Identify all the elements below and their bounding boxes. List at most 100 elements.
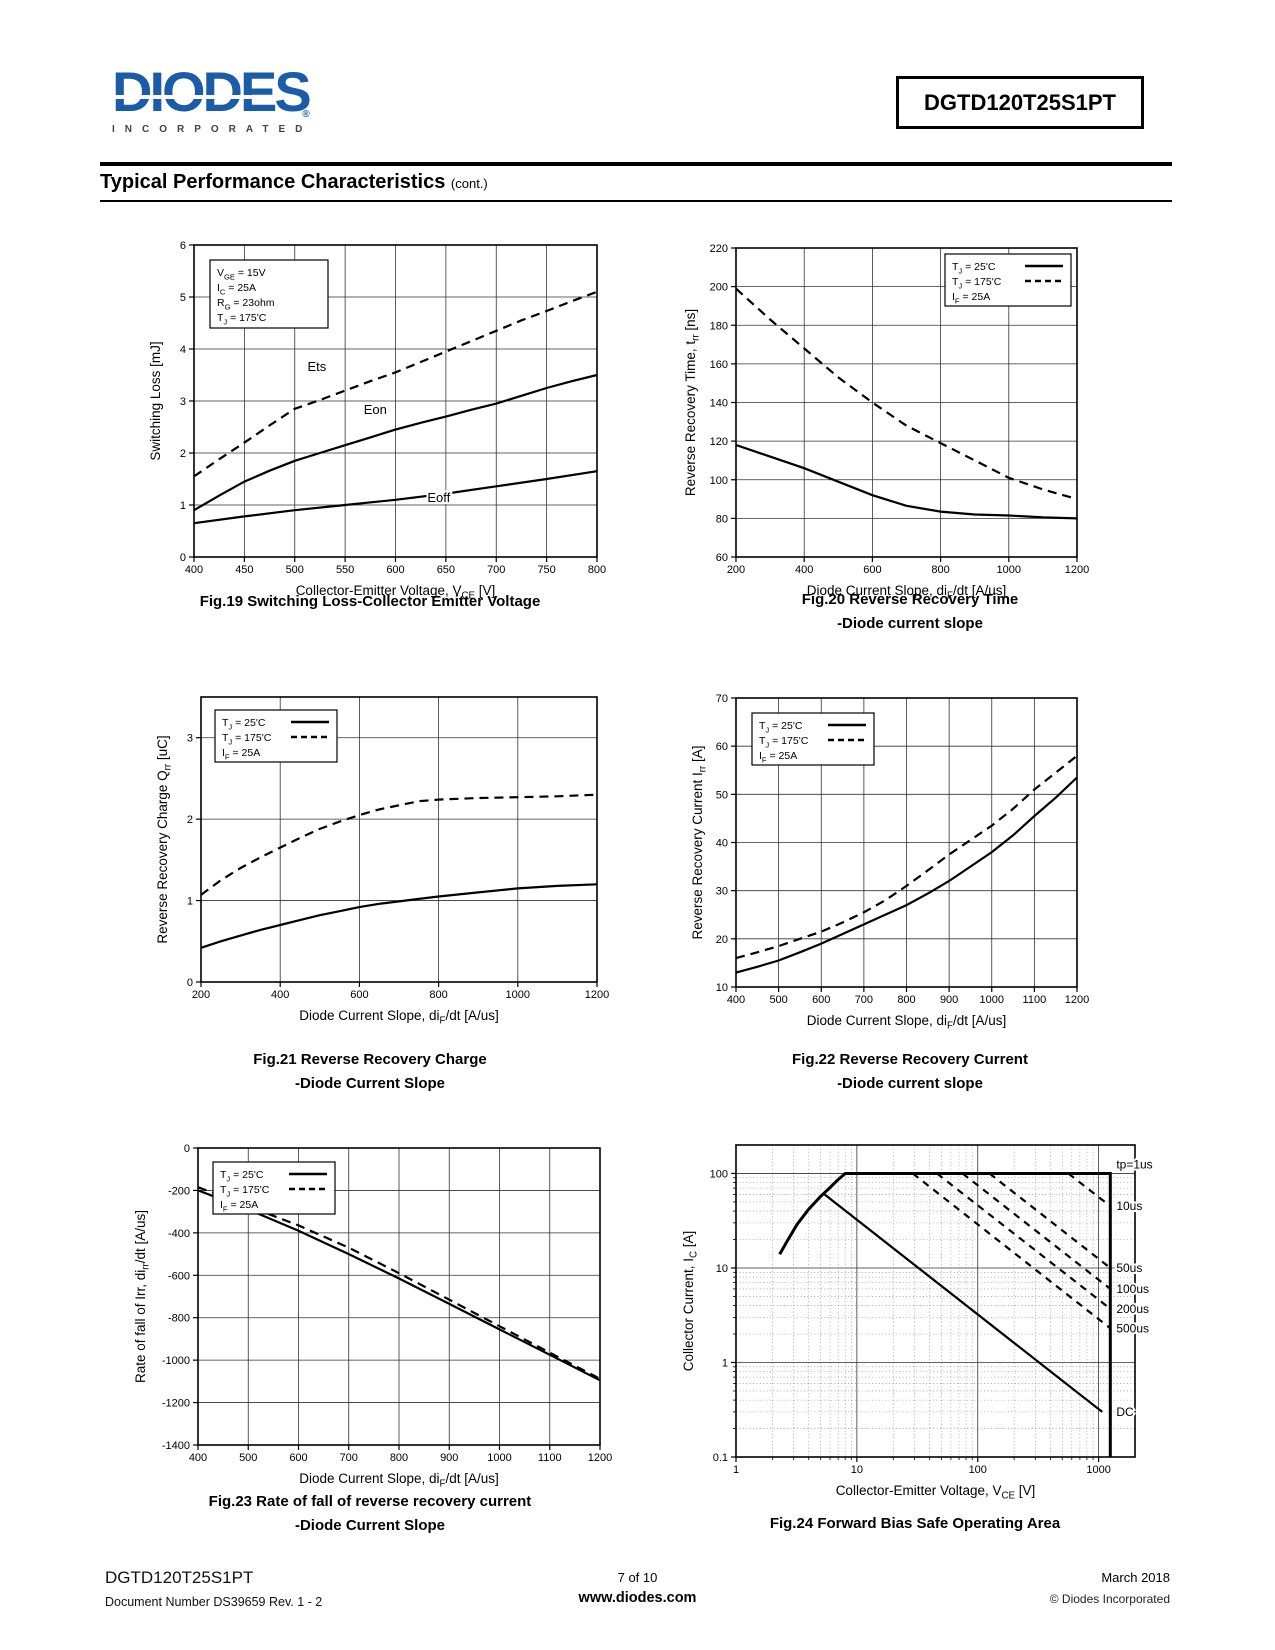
legend-label: TJ = 25'C [759, 720, 803, 735]
caption-line: -Diode current slope [837, 615, 983, 632]
x-tick-label: 1200 [1065, 994, 1089, 1006]
y-tick-label: 60 [716, 741, 728, 753]
x-tick-label: 500 [239, 1452, 257, 1464]
fig21-chart: 200 400 600 800 1000 1200 0 1 2 3 Diode Current Sl… [155, 696, 609, 1027]
figure24-caption: Fig.24 Forward Bias Safe Operating Area [645, 1512, 1185, 1536]
x-tick-label: 100 [969, 1464, 987, 1476]
figure23-caption: Fig.23 Rate of fall of reverse recovery … [105, 1490, 635, 1538]
y-tick-label: 140 [710, 398, 728, 410]
figure19-caption: Fig.19 Switching Loss-Collector Emitter … [105, 590, 635, 614]
y-tick-label: 2 [187, 814, 193, 826]
footer-left: DGTD120T25S1PT Document Number DS39659 R… [105, 1568, 322, 1609]
y-tick-label: 60 [716, 552, 728, 564]
x-tick-label: 600 [386, 564, 404, 576]
y-tick-label: 4 [180, 344, 186, 356]
y-tick-label: 3 [180, 396, 186, 408]
x-tick-label: 1000 [506, 989, 530, 1001]
series-200us [936, 1172, 1111, 1310]
y-tick-label: 2 [180, 448, 186, 460]
registered-mark-icon: ® [302, 109, 310, 120]
caption-line: Fig.21 Reverse Recovery Charge [253, 1051, 487, 1068]
fig20-chart: 200 400 600 800 1000 1200 60 80 100 120 140 160 180 2… [683, 243, 1089, 602]
section-divider-thick [100, 162, 1172, 166]
y-tick-label: 160 [710, 359, 728, 371]
legend-label: TJ = 175'C [217, 312, 267, 327]
y-tick-label: 40 [716, 838, 728, 850]
x-tick-label: 400 [271, 989, 289, 1001]
legend-label: TJ = 175'C [759, 735, 809, 750]
x-tick-label: 10 [851, 1464, 863, 1476]
x-axis-title: Diode Current Slope, diF/dt [A/us] [807, 1013, 1007, 1032]
legend-label: TJ = 25'C [222, 717, 266, 732]
y-tick-label: 30 [716, 886, 728, 898]
y-axis-title: Rate of fall of Irr, dirr/dt [A/us] [133, 1210, 152, 1383]
logo-incorporated: INCORPORATED [112, 124, 313, 135]
x-axis-title: Diode Current Slope, diF/dt [A/us] [807, 583, 1007, 602]
x-tick-label: 400 [185, 564, 203, 576]
x-tick-label: 900 [940, 994, 958, 1006]
soa-label: 10us [1116, 1199, 1142, 1213]
soa-label: DC [1116, 1405, 1134, 1419]
y-axis-title: Reverse Recovery Time, trr [ns] [683, 309, 702, 496]
x-tick-label: 650 [437, 564, 455, 576]
x-tick-label: 700 [487, 564, 505, 576]
footer-part-number: DGTD120T25S1PT [105, 1568, 254, 1587]
x-tick-label: 400 [189, 1452, 207, 1464]
y-tick-label: 120 [710, 436, 728, 448]
x-axis-title: Collector-Emitter Voltage, VCE [V] [836, 1483, 1036, 1502]
fig23-chart: 400 500 600 700 800 900 1000 1100 1200 0 -200 -400 -… [133, 1143, 612, 1490]
x-tick-label: 600 [289, 1452, 307, 1464]
x-tick-label: 200 [727, 564, 745, 576]
y-tick-label: 0 [187, 977, 193, 989]
x-tick-label: 200 [192, 989, 210, 1001]
fig24-chart: 1 10 100 1000 0.1 1 10 100 Collector-Emitter Vol… [681, 1144, 1155, 1502]
footer-date: March 2018 [1101, 1570, 1170, 1585]
figure22-caption: Fig.22 Reverse Recovery Current -Diode c… [645, 1048, 1175, 1096]
legend-label: TJ = 25'C [220, 1169, 264, 1184]
series-tj-175-c [735, 287, 1078, 501]
y-tick-label: 1 [722, 1357, 728, 1369]
footer-right: March 2018 © Diodes Incorporated [1050, 1570, 1170, 1606]
section-title-cont: (cont.) [450, 176, 488, 191]
x-tick-label: 1200 [1065, 564, 1089, 576]
x-tick-label: 400 [727, 994, 745, 1006]
x-tick-label: 800 [897, 994, 915, 1006]
legend-label: IF = 25A [952, 291, 990, 306]
y-tick-label: 0.1 [713, 1452, 728, 1464]
footer-website-link[interactable]: www.diodes.com [578, 1590, 697, 1606]
x-tick-label: 600 [863, 564, 881, 576]
part-number: DGTD120T25S1PT [924, 89, 1116, 115]
legend-label: IF = 25A [759, 750, 797, 765]
x-tick-label: 1100 [1023, 994, 1047, 1006]
y-axis-title: Reverse Recovery Charge Qrr [uC] [155, 735, 174, 943]
caption-line: -Diode Current Slope [294, 1075, 445, 1092]
y-tick-label: -400 [168, 1228, 190, 1240]
legend-label: TJ = 25'C [952, 261, 996, 276]
legend-label: TJ = 175'C [222, 732, 272, 747]
x-axis-title: Collector-Emitter Voltage, VCE [V] [296, 583, 496, 602]
y-tick-label: 0 [180, 552, 186, 564]
y-tick-label: 80 [716, 513, 728, 525]
caption-line: -Diode Current Slope [294, 1517, 445, 1534]
x-tick-label: 450 [235, 564, 253, 576]
x-tick-label: 500 [769, 994, 787, 1006]
legend-label: IC = 25A [217, 282, 256, 297]
logo-stripe [112, 95, 295, 100]
y-tick-label: -1200 [162, 1398, 190, 1410]
x-tick-label: 800 [390, 1452, 408, 1464]
caption-line: Fig.22 Reverse Recovery Current [792, 1051, 1028, 1068]
page-title: Typical Performance Characteristics (con… [100, 171, 488, 194]
y-tick-label: 100 [710, 1168, 728, 1180]
caption-line: Fig.19 Switching Loss-Collector Emitter … [199, 593, 541, 610]
y-axis-title: Reverse Recovery Current Irr [A] [690, 745, 709, 939]
part-number-box: DGTD120T25S1PT [896, 76, 1144, 129]
legend-label: TJ = 175'C [952, 276, 1002, 291]
legend-box [209, 259, 329, 329]
y-tick-label: -1000 [162, 1355, 190, 1367]
y-tick-label: 10 [716, 1263, 728, 1275]
x-tick-label: 800 [931, 564, 949, 576]
figure21-caption: Fig.21 Reverse Recovery Charge -Diode Cu… [105, 1048, 635, 1096]
y-tick-label: 1 [187, 896, 193, 908]
y-tick-label: -1400 [162, 1440, 190, 1452]
